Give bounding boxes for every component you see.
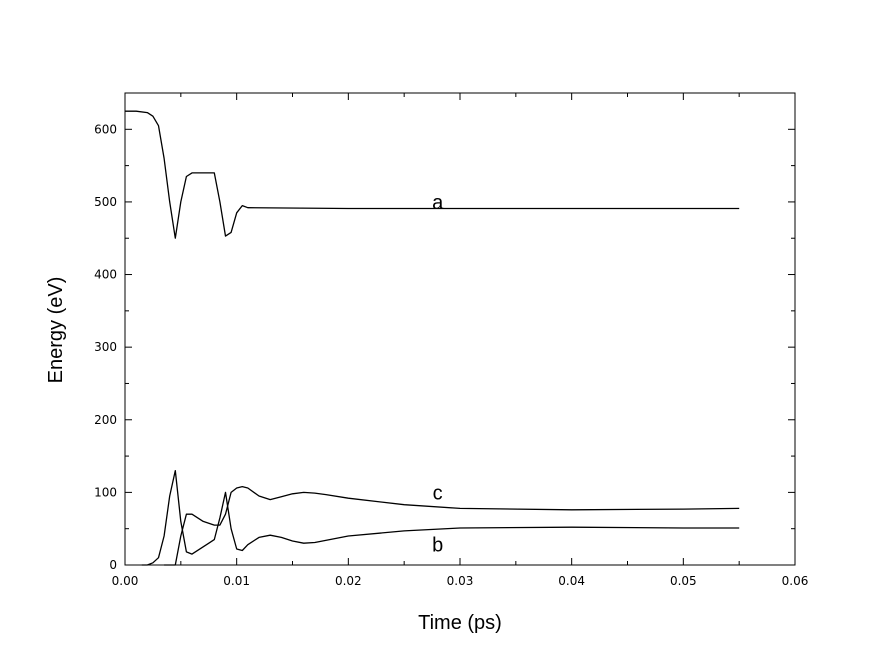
y-axis-title: Energy (eV) [45,277,67,384]
series-line-a [125,110,740,239]
y-tick-label: 600 [94,122,117,136]
y-tick-label: 300 [94,340,117,354]
x-tick-label: 0.05 [670,574,697,588]
x-tick-label: 0.06 [782,574,809,588]
series-label-c: c [433,482,443,504]
axis-ticks: 0.00 0.01 0.02 0.03 0.04 0.05 0.06 0 100 200 300 40… [94,93,808,588]
series-line-b [141,469,740,566]
series-label-a: a [432,192,444,214]
series-line-c [164,485,740,566]
x-tick-label: 0.00 [112,574,139,588]
series-label-b: b [432,535,443,557]
x-tick-label: 0.03 [447,574,474,588]
x-tick-label: 0.02 [335,574,362,588]
y-tick-label: 0 [109,558,117,572]
x-tick-label: 0.01 [223,574,250,588]
y-tick-label: 100 [94,485,117,499]
y-tick-label: 200 [94,413,117,427]
x-tick-label: 0.04 [558,574,585,588]
y-tick-label: 400 [94,268,117,282]
x-axis-title: Time (ps) [418,612,502,634]
series-group: a b c [125,110,740,566]
y-tick-label: 500 [94,195,117,209]
